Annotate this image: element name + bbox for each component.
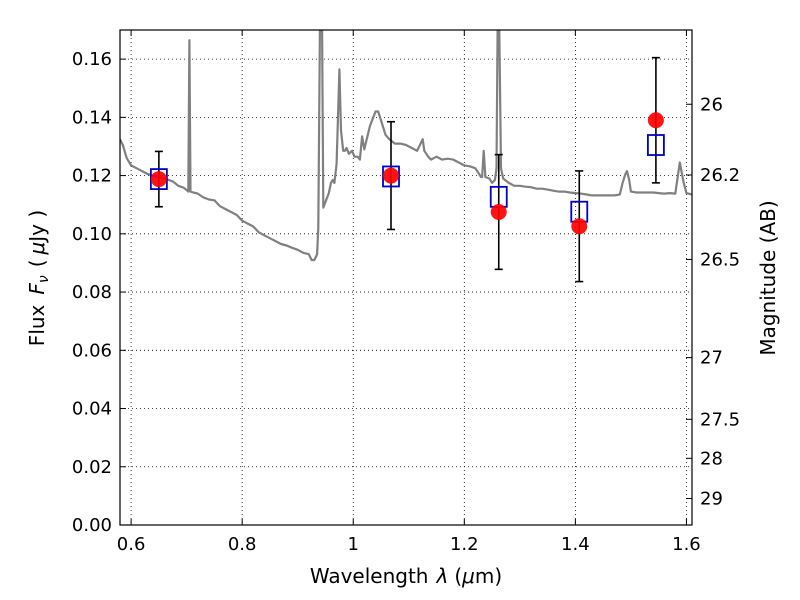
plot-background — [120, 30, 692, 525]
y2-axis-label: Magnitude (AB) — [756, 200, 780, 355]
observed-point — [571, 218, 588, 235]
observed-point — [490, 203, 507, 220]
x-tick-label: 1.2 — [450, 534, 479, 555]
y2-tick-label: 26.5 — [700, 249, 740, 270]
y-tick-label: 0.16 — [72, 49, 112, 70]
y-tick-label: 0.12 — [72, 166, 112, 187]
plot-frame — [119, 29, 693, 526]
observed-point — [150, 171, 167, 188]
axis-ticks: 0.6 0.8 1 1.2 1.4 1.6 0.00 0.02 0.04 0.06 0.08 0.10… — [72, 30, 740, 555]
x-tick-label: 1.4 — [561, 534, 590, 555]
model-square-marker — [382, 165, 400, 188]
sed-curve-layer — [120, 30, 692, 262]
y-tick-label: 0.10 — [72, 224, 112, 245]
model-square-marker — [647, 134, 665, 156]
x-tick-label: 0.6 — [117, 534, 146, 555]
observed-point — [383, 167, 400, 184]
x-axis-label: Wavelength λ (μm) — [310, 564, 502, 588]
sed-model-line — [120, 30, 692, 262]
y-tick-label: 0.02 — [72, 457, 112, 478]
y-axis-label: FluxFν(μJy ) — [25, 210, 52, 346]
y2-tick-label: 28 — [700, 448, 723, 469]
x-tick-label: 1 — [348, 534, 359, 555]
y-tick-label: 0.06 — [72, 340, 112, 361]
y2-tick-label: 27 — [700, 348, 723, 369]
y2-tick-label: 27.5 — [700, 409, 740, 430]
y-tick-label: 0.14 — [72, 107, 112, 128]
y2-tick-label: 26.2 — [700, 165, 740, 186]
y2-tick-label: 26 — [700, 94, 723, 115]
y-tick-label: 0.00 — [72, 515, 112, 536]
y-tick-label: 0.04 — [72, 399, 112, 420]
observed-point — [647, 112, 664, 129]
x-tick-label: 1.6 — [672, 534, 701, 555]
x-tick-label: 0.8 — [228, 534, 257, 555]
y2-tick-label: 29 — [700, 489, 723, 510]
y-tick-label: 0.08 — [72, 282, 112, 303]
observed-points-layer — [150, 112, 664, 235]
